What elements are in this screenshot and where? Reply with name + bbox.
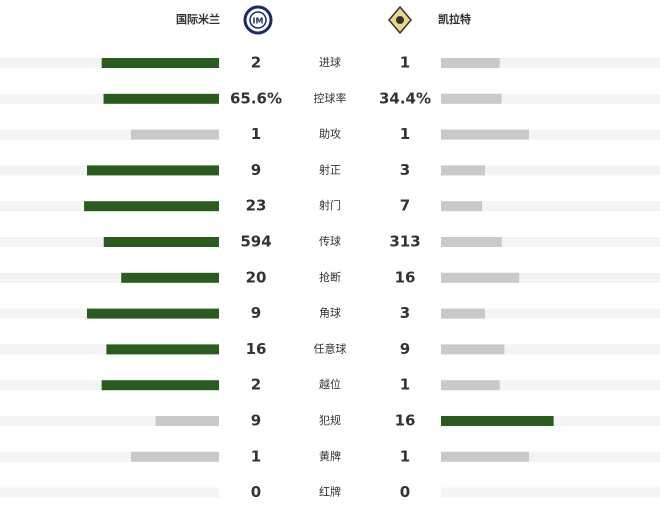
home-team: 国际米兰 (176, 12, 220, 26)
home-value: 0 (251, 483, 261, 501)
away-bar (441, 272, 520, 283)
home-value: 9 (251, 161, 261, 179)
home-bar (106, 344, 219, 355)
stat-label: 射门 (319, 198, 341, 212)
away-bar (441, 165, 485, 176)
home-bar (87, 165, 219, 176)
away-value: 16 (395, 412, 416, 430)
away-bar (441, 93, 502, 104)
away-value: 34.4% (379, 89, 431, 107)
home-value: 23 (246, 197, 267, 215)
track (441, 237, 660, 247)
track (0, 129, 219, 140)
home-value: 65.6% (230, 89, 282, 107)
track (441, 344, 660, 355)
away-bar (441, 344, 505, 355)
away-value: 1 (400, 125, 410, 143)
stat-label: 抢断 (319, 270, 341, 284)
away-value: 16 (395, 268, 416, 286)
away-bar (441, 308, 485, 319)
home-value: 2 (251, 54, 261, 72)
away-bar (441, 380, 500, 391)
track (0, 272, 219, 283)
svg-text:IM: IM (253, 17, 264, 26)
track (0, 487, 219, 498)
away-value: 0 (400, 483, 410, 501)
away-bar (441, 237, 502, 247)
home-bar (101, 380, 219, 391)
home-bar (121, 272, 219, 283)
track (441, 93, 660, 104)
home-value: 1 (251, 447, 261, 465)
track (441, 58, 660, 68)
home-value: 9 (251, 412, 261, 430)
stat-label: 控球率 (314, 91, 347, 105)
track (441, 308, 660, 319)
home-bar (87, 308, 219, 319)
away-bar (441, 129, 529, 140)
track (441, 451, 660, 462)
away-value: 3 (400, 161, 410, 179)
away-value: 1 (400, 376, 410, 394)
track (441, 380, 660, 391)
home-value: 1 (251, 125, 261, 143)
home-bar (155, 416, 219, 426)
away-value: 1 (400, 447, 410, 465)
home-bar (131, 451, 219, 462)
away-value: 7 (400, 197, 410, 215)
home-bar (103, 237, 219, 247)
track (441, 165, 660, 176)
home-value: 16 (246, 340, 267, 358)
away-bar (441, 451, 529, 462)
track (0, 416, 219, 426)
home-value: 9 (251, 304, 261, 322)
home-value: 594 (240, 233, 271, 251)
away-bar (441, 58, 500, 68)
stat-label: 射正 (319, 162, 341, 176)
away-bar (441, 416, 554, 426)
home-bar (101, 58, 219, 68)
track (0, 451, 219, 462)
stat-label: 黄牌 (319, 449, 341, 463)
stat-label: 犯规 (319, 413, 341, 427)
track (441, 129, 660, 140)
home-bar (131, 129, 219, 140)
away-value: 9 (400, 340, 410, 358)
away-value: 313 (389, 233, 420, 251)
stat-label: 传球 (319, 234, 341, 248)
away-bar (441, 201, 483, 212)
track (441, 272, 660, 283)
stat-label: 进球 (319, 55, 341, 69)
stat-label: 红牌 (319, 485, 341, 499)
stat-label: 任意球 (314, 341, 347, 355)
stat-label: 助攻 (319, 127, 341, 141)
home-value: 20 (246, 268, 267, 286)
away-team: 凯拉特 (438, 12, 471, 26)
home-value: 2 (251, 376, 261, 394)
away-logo (388, 5, 412, 35)
track (441, 487, 660, 498)
away-value: 1 (400, 54, 410, 72)
home-bar (84, 201, 219, 212)
track (441, 201, 660, 212)
home-logo: IM (243, 5, 273, 35)
stat-label: 角球 (319, 306, 341, 320)
stat-label: 越位 (319, 377, 341, 391)
home-bar (103, 93, 219, 104)
away-value: 3 (400, 304, 410, 322)
